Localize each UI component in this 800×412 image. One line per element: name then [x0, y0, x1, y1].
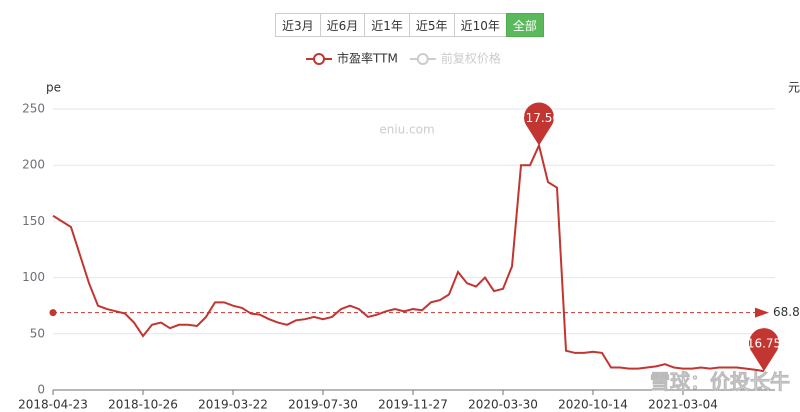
y-tick-label: 150 [22, 214, 45, 228]
legend-marker [416, 53, 429, 65]
range-button[interactable]: 全部 [505, 13, 544, 37]
series-line [52, 142, 765, 373]
x-tick-label: 2021-03-04 [648, 398, 718, 412]
range-button[interactable]: 近6月 [319, 13, 366, 37]
range-button[interactable]: 近1年 [364, 13, 410, 37]
range-buttons: 近3月 近6月 近1年 近5年 近10年 全部 [275, 13, 544, 37]
average-start [49, 309, 57, 317]
pin-label: 16.75 [747, 337, 781, 351]
y-axis-name: pe [46, 81, 61, 95]
x-tick-label: 2019-07-30 [288, 398, 358, 412]
range-button[interactable]: 近3月 [275, 13, 321, 37]
legend-label: 前复权价格 [441, 51, 501, 66]
y2-axis-name: 元 [788, 81, 800, 95]
pin-marker [749, 328, 780, 372]
x-tick-label: 2020-10-14 [558, 398, 628, 412]
legend-marker [313, 53, 325, 65]
y-tick-label: 250 [22, 102, 45, 116]
y-tick-label: 100 [22, 270, 45, 284]
x-tick-label: 2018-10-26 [108, 398, 178, 412]
y-tick-label: 50 [30, 326, 45, 340]
pin-marker [524, 102, 554, 146]
x-tick-label: 2020-03-30 [468, 398, 538, 412]
range-button[interactable]: 近10年 [453, 13, 507, 37]
legend-label: 市盈率TTM [337, 51, 398, 66]
x-tick-label: 2018-04-23 [18, 398, 88, 412]
pin-label: 217.56 [518, 111, 560, 125]
y-tick-label: 0 [37, 383, 45, 397]
x-tick-label: 2019-11-27 [378, 398, 448, 412]
watermark: eniu.com [379, 123, 434, 137]
average-label: 68.87 [773, 305, 800, 319]
range-button[interactable]: 近5年 [408, 13, 455, 37]
average-arrow [755, 307, 769, 318]
source-watermark: 雪球：价投长牛 [650, 370, 790, 394]
y-tick-label: 200 [22, 158, 45, 172]
x-tick-label: 2019-03-22 [198, 398, 268, 412]
